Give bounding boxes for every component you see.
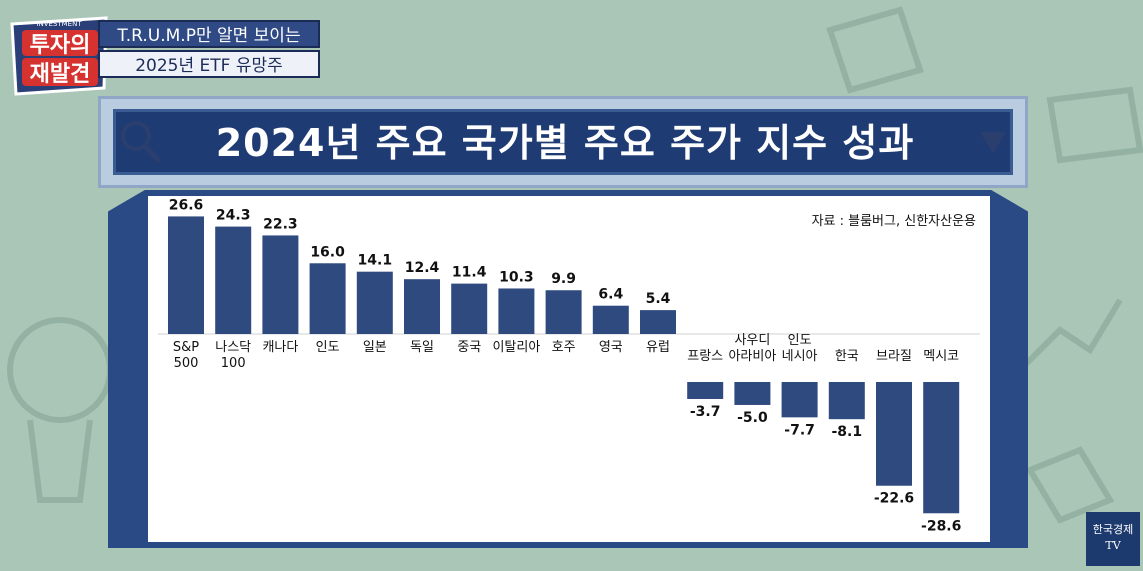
category-label-10: 유럽 [646, 340, 670, 355]
watermark-line1: 한국경제 [1092, 523, 1134, 536]
bar-6 [451, 283, 488, 334]
logo-line2: 재발견 [30, 62, 91, 87]
broadcaster-watermark: 한국경제 TV [1086, 512, 1140, 566]
episode-subtitle: T.R.U.M.P만 알면 보이는 2025년 ETF 유망주 [98, 20, 320, 80]
category-label-12: 사우디 아라비아 [728, 333, 776, 364]
search-icon [121, 121, 161, 163]
category-label-13: 인도 네시아 [782, 333, 818, 364]
category-label-8: 호주 [552, 340, 576, 355]
value-label-2: 22.3 [263, 216, 298, 232]
value-label-11: -3.7 [690, 404, 721, 420]
bar-14 [828, 382, 865, 420]
subtitle-line2: 2025년 ETF 유망주 [98, 50, 320, 78]
bar-chart: 26.6 S&P 500 24.3 나스닥 100 22.3 캐나다 16.0 인도 14.1 일본 1… [158, 197, 980, 534]
bar-16 [923, 382, 960, 514]
category-label-1: 나스닥 100 [215, 340, 251, 371]
category-label-16: 멕시코 [923, 349, 959, 364]
value-label-13: -7.7 [784, 422, 815, 438]
bar-7 [498, 288, 535, 334]
value-label-5: 12.4 [405, 260, 440, 276]
value-label-1: 24.3 [216, 208, 251, 224]
bar-0 [168, 216, 204, 334]
value-label-14: -8.1 [831, 424, 862, 440]
bar-1 [215, 226, 252, 334]
category-label-3: 인도 [316, 340, 340, 355]
bar-3 [309, 263, 346, 334]
search-bar-inner [113, 109, 1013, 175]
chart-panel: 자료 : 블룸버그, 신한자산운용 26.6 S&P 500 24.3 나스닥 100 22… [148, 196, 990, 542]
bar-9 [592, 305, 629, 334]
category-label-2: 캐나다 [262, 340, 298, 355]
bar-11 [687, 382, 724, 399]
subtitle-line1: T.R.U.M.P만 알면 보이는 [98, 20, 320, 48]
value-label-15: -22.6 [874, 491, 914, 507]
bar-4 [356, 271, 393, 334]
value-label-3: 16.0 [310, 244, 345, 260]
category-label-9: 영국 [599, 340, 623, 355]
value-label-10: 5.4 [646, 291, 671, 307]
category-label-7: 이탈리아 [492, 340, 540, 355]
category-label-4: 일본 [363, 340, 387, 355]
source-note: 자료 : 블룸버그, 신한자산운용 [811, 214, 976, 229]
chart-title: 2024년 주요 국가별 주요 주가 지수 성과 [215, 121, 915, 165]
value-label-4: 14.1 [358, 253, 393, 269]
value-label-9: 6.4 [598, 287, 623, 303]
bar-8 [545, 290, 582, 334]
value-label-7: 10.3 [499, 269, 534, 285]
category-label-6: 중국 [457, 340, 481, 355]
category-label-5: 독일 [410, 340, 434, 355]
category-label-0: S&P 500 [173, 340, 199, 371]
logo-top-text: INVESTMENT [36, 20, 82, 28]
category-label-11: 프랑스 [687, 349, 723, 364]
watermark-line2: TV [1105, 539, 1121, 552]
bar-5 [404, 279, 440, 334]
search-bar [98, 96, 1028, 188]
bar-15 [876, 382, 912, 486]
category-label-14: 한국 [835, 349, 859, 364]
bar-10 [640, 310, 676, 334]
value-label-12: -5.0 [737, 410, 768, 426]
logo-line1: 투자의 [30, 33, 91, 58]
bar-12 [734, 382, 771, 405]
category-label-15: 브라질 [876, 349, 912, 364]
bar-13 [781, 382, 818, 418]
show-logo: INVESTMENT 투자의 재발견 [10, 16, 108, 96]
value-label-6: 11.4 [452, 265, 487, 281]
dropdown-triangle-icon [980, 132, 1006, 154]
bar-2 [262, 235, 299, 334]
value-label-8: 9.9 [551, 271, 576, 287]
value-label-0: 26.6 [169, 197, 204, 213]
value-label-16: -28.6 [921, 518, 961, 534]
